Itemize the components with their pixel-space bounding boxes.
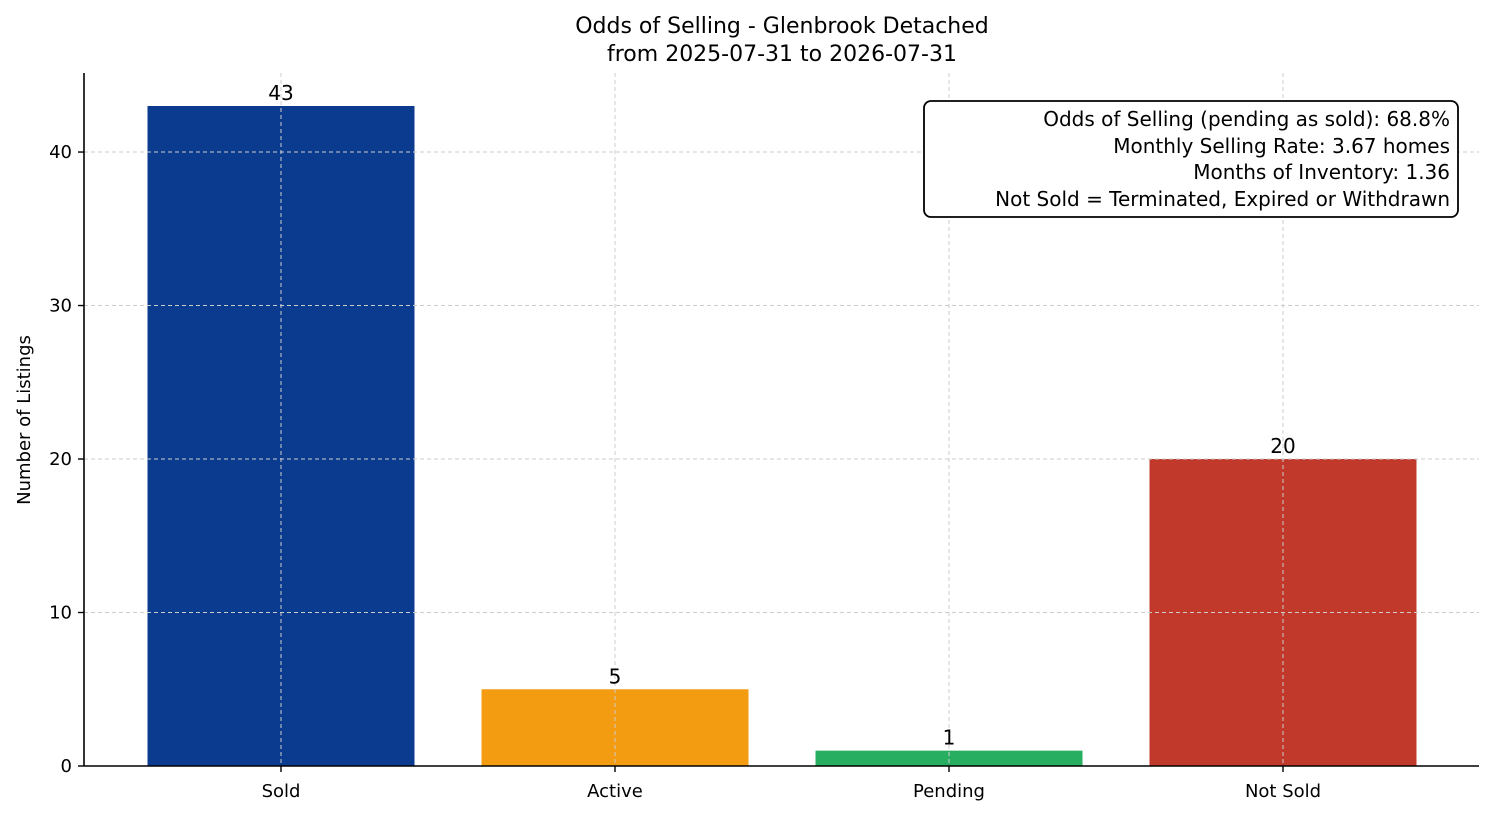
y-axis-label: Number of Listings bbox=[14, 335, 35, 505]
y-tick-label: 20 bbox=[49, 449, 72, 470]
y-tick-label: 40 bbox=[49, 142, 72, 163]
value-label-pending: 1 bbox=[943, 726, 956, 750]
info-line-inventory: Months of Inventory: 1.36 bbox=[1193, 160, 1450, 184]
bar-sold bbox=[147, 106, 415, 766]
chart-subtitle: from 2025-07-31 to 2026-07-31 bbox=[607, 42, 957, 67]
value-label-not-sold: 20 bbox=[1270, 434, 1295, 458]
info-box-frame bbox=[923, 100, 1459, 218]
bars-layer bbox=[84, 73, 1479, 766]
axes-layer bbox=[78, 73, 1479, 772]
info-line-odds: Odds of Selling (pending as sold): 68.8% bbox=[1043, 107, 1450, 131]
chart-title: Odds of Selling - Glenbrook Detached bbox=[575, 14, 989, 39]
info-line-not-sold-note: Not Sold = Terminated, Expired or Withdr… bbox=[995, 187, 1450, 211]
x-tick-label-pending: Pending bbox=[913, 781, 985, 802]
info-line-selling-rate: Monthly Selling Rate: 3.67 homes bbox=[1113, 134, 1450, 158]
x-tick-label-sold: Sold bbox=[262, 781, 301, 802]
y-tick-label: 10 bbox=[49, 603, 72, 624]
labels-layer: 0 10 20 30 40 Sold 43 Active 5 Pending 1 Not Sold 20 bbox=[49, 81, 1321, 802]
x-tick-label-not-sold: Not Sold bbox=[1245, 781, 1321, 802]
value-label-sold: 43 bbox=[268, 81, 293, 105]
value-label-active: 5 bbox=[609, 664, 622, 688]
x-tick-label-active: Active bbox=[587, 781, 643, 802]
y-tick-label: 30 bbox=[49, 296, 72, 317]
y-tick-label: 0 bbox=[61, 756, 72, 777]
bar-pending bbox=[815, 750, 1083, 766]
info-box: Odds of Selling (pending as sold): 68.8%… bbox=[923, 100, 1459, 218]
